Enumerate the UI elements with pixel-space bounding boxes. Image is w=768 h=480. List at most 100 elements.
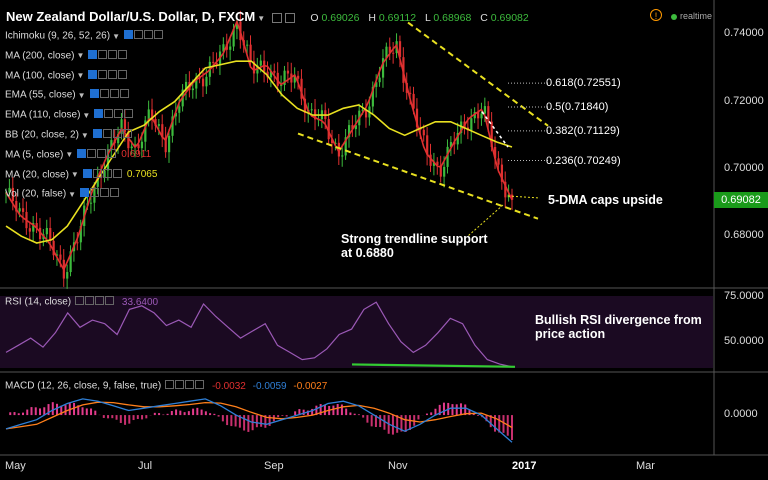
indicator-row[interactable]: EMA (110, close) ▼ [5, 109, 134, 121]
candle-body [134, 144, 137, 147]
candle-body [103, 170, 106, 178]
macd-group [9, 402, 513, 440]
indicator-row[interactable]: BB (20, close, 2) ▼ [5, 129, 133, 141]
candle-body [15, 200, 18, 212]
candle-body [283, 70, 286, 85]
rsi-tick-label: 50.0000 [724, 334, 764, 347]
macd-legend[interactable]: MACD (12, 26, close, 9, false, true) -0.… [5, 380, 327, 392]
candle-body [446, 146, 449, 167]
candle-body [351, 125, 354, 130]
candle-body [361, 109, 364, 111]
indicator-label: EMA (110, close) [5, 109, 81, 121]
caret-down-icon[interactable]: ▼ [82, 110, 91, 120]
caret-down-icon[interactable]: ▼ [76, 71, 85, 81]
candle-body [249, 44, 252, 62]
candle-body [235, 21, 239, 29]
indicator-row[interactable]: Vol (20, false) ▼ [5, 188, 120, 200]
candle-body [477, 111, 480, 119]
candle-body [487, 106, 490, 122]
indicator-row[interactable]: MA (20, close) ▼ 0.7065 [5, 168, 158, 181]
indicator-controls[interactable] [88, 49, 128, 62]
candle-body [106, 148, 110, 171]
dma-annotation: 5-DMA caps upside [548, 193, 663, 207]
candle-body [337, 142, 341, 157]
indicator-label: Ichimoku (9, 26, 52, 26) [5, 30, 111, 42]
fib-level-label: 0.618(0.72551) [546, 77, 621, 90]
caret-down-icon[interactable]: ▼ [77, 91, 86, 101]
candle-body [137, 144, 140, 149]
macd-controls[interactable] [165, 380, 205, 392]
caret-down-icon[interactable]: ▼ [68, 190, 77, 200]
candle-body [201, 78, 205, 87]
indicator-controls[interactable] [82, 168, 123, 181]
candle-body [11, 187, 14, 201]
indicator-row[interactable]: MA (100, close) ▼ [5, 69, 128, 82]
time-tick-label: Mar [636, 460, 655, 472]
caret-down-icon[interactable]: ▼ [76, 51, 85, 61]
indicator-value: 0.7065 [126, 169, 158, 181]
candle-body [49, 228, 52, 241]
indicator-controls[interactable] [77, 148, 117, 161]
candle-body [347, 125, 351, 138]
caret-down-icon[interactable]: ▼ [112, 31, 120, 41]
candle-body [184, 81, 188, 90]
upper-trendline [407, 21, 549, 127]
hide-icon[interactable] [284, 12, 295, 23]
candle-body [45, 228, 48, 235]
macd-hist-value: -0.0032 [211, 380, 246, 392]
indicator-label: MA (100, close) [5, 70, 75, 82]
rsi-label: RSI (14, close) [5, 296, 72, 308]
indicator-controls[interactable] [123, 30, 164, 42]
open-value: 0.69026 [321, 12, 360, 24]
indicator-controls[interactable] [94, 109, 134, 121]
caret-down-icon[interactable]: ▼ [80, 130, 89, 140]
candle-body [276, 72, 279, 86]
rsi-controls[interactable] [75, 296, 115, 308]
settings-icon[interactable] [271, 12, 282, 23]
macd-line-value: -0.0059 [252, 380, 287, 392]
candle-body [110, 140, 113, 149]
candle-body [266, 71, 269, 78]
indicator-row[interactable]: MA (200, close) ▼ [5, 49, 128, 62]
indicator-label: MA (20, close) [5, 169, 69, 181]
candle-body [8, 187, 11, 193]
symbol-title[interactable]: New Zealand Dollar/U.S. Dollar, D, FXCM ▼… [6, 9, 529, 24]
candle-body [246, 44, 249, 46]
indicator-row[interactable]: EMA (55, close) ▼ [5, 89, 130, 101]
indicator-controls[interactable] [92, 129, 133, 141]
candle-body [364, 109, 368, 118]
rsi-legend[interactable]: RSI (14, close) 33.6400 [5, 296, 158, 308]
candle-body [164, 137, 167, 153]
indicator-row[interactable]: MA (5, close) ▼ 0.6911 [5, 148, 151, 161]
candle-body [286, 70, 290, 74]
candle-body [490, 121, 493, 148]
close-value: 0.69082 [490, 12, 529, 24]
time-tick-label: May [5, 460, 26, 472]
caret-down-icon[interactable]: ▼ [70, 170, 79, 180]
time-tick-label: 2017 [512, 460, 537, 472]
indicator-controls[interactable] [88, 69, 128, 82]
caret-down-icon[interactable]: ▼ [65, 150, 74, 160]
indicator-controls[interactable] [80, 188, 120, 200]
indicator-row[interactable]: Ichimoku (9, 26, 52, 26) ▼ [5, 30, 164, 42]
candle-body [144, 120, 147, 142]
candle-body [232, 28, 235, 47]
close-label: C [480, 12, 488, 24]
candle-body [21, 208, 25, 212]
candle-body [511, 194, 514, 200]
candle-body [327, 119, 330, 140]
candle-body [123, 119, 127, 132]
candle-body [222, 44, 225, 52]
candle-body [79, 225, 82, 243]
dma-arrow [507, 195, 541, 199]
candle-body [480, 113, 483, 119]
candle-body [429, 154, 432, 166]
candle-body [76, 242, 79, 244]
candle-body [28, 228, 31, 232]
candle-body [426, 135, 429, 155]
candle-body [303, 98, 307, 113]
warning-icon[interactable]: ! [650, 9, 662, 21]
indicator-controls[interactable] [89, 89, 130, 101]
caret-down-icon[interactable]: ▼ [257, 14, 266, 23]
indicator-label: BB (20, close, 2) [5, 129, 79, 141]
